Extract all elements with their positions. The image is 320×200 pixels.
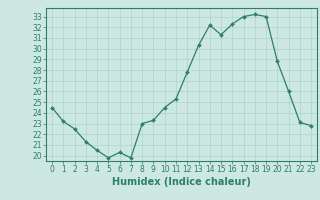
X-axis label: Humidex (Indice chaleur): Humidex (Indice chaleur): [112, 177, 251, 187]
